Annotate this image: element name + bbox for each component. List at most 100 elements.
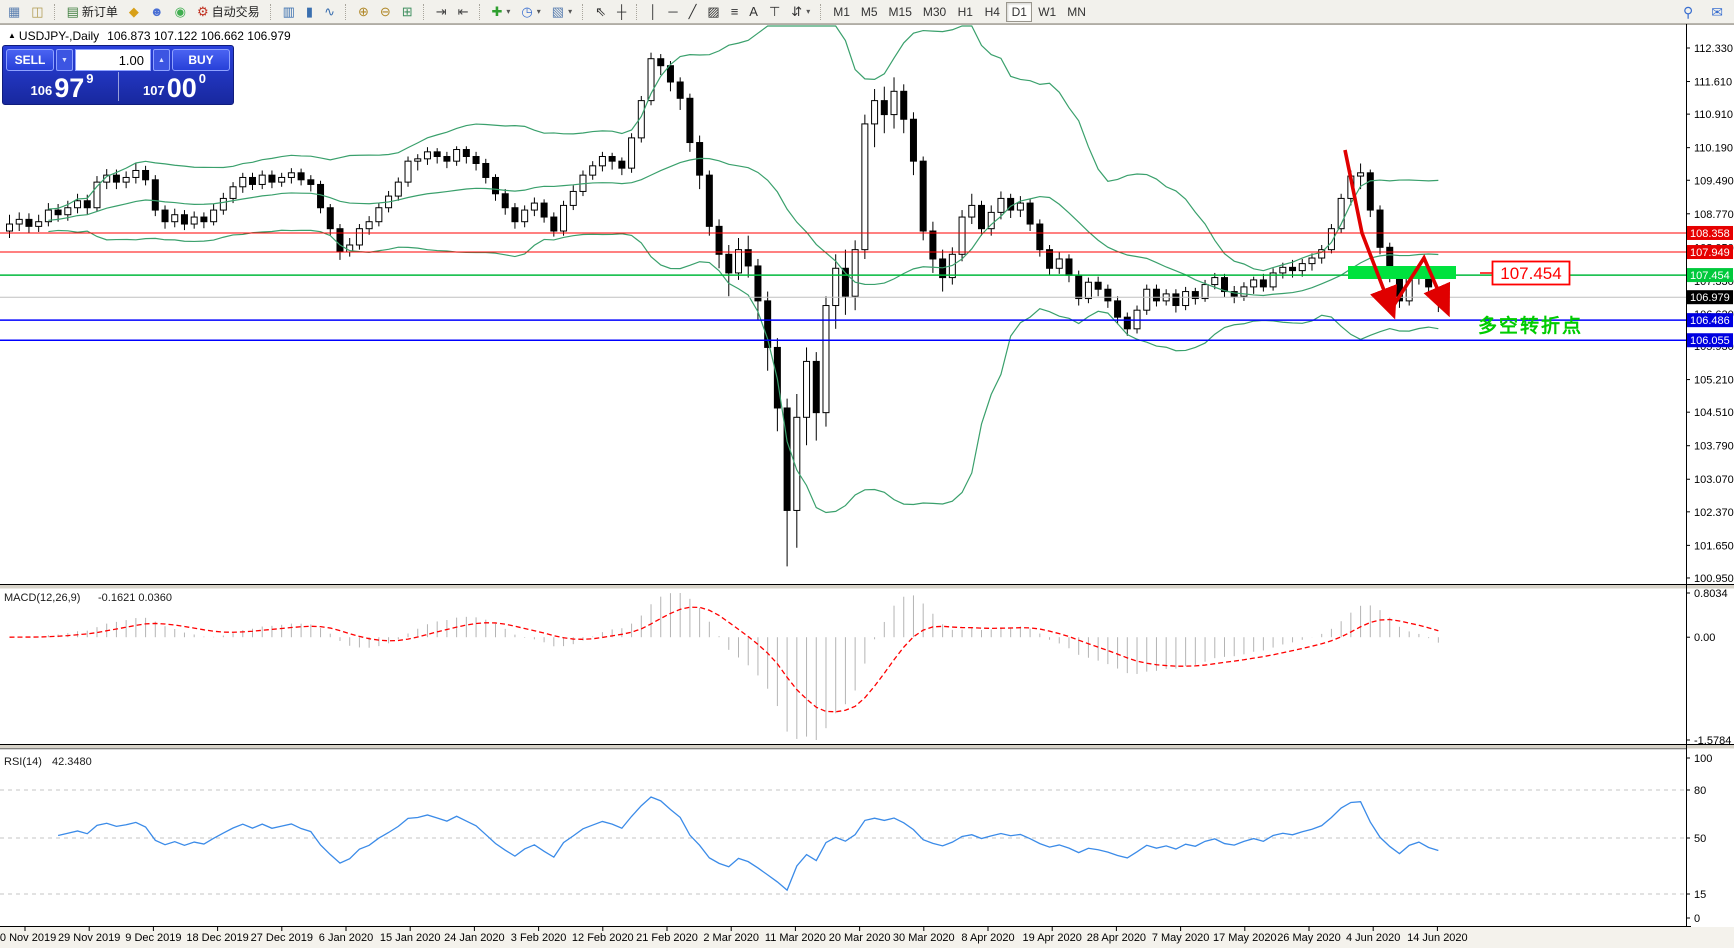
text-button[interactable]: A (744, 2, 763, 22)
buy-price[interactable]: 107 00 0 (118, 71, 230, 102)
vertical-line-icon: │ (649, 4, 658, 19)
new-chart-button[interactable]: ▦ (3, 2, 25, 22)
volume-input[interactable]: 1.00 (75, 49, 151, 71)
timeframe-m30-button[interactable]: M30 (918, 2, 951, 22)
svg-text:28 Apr 2020: 28 Apr 2020 (1087, 932, 1146, 944)
market-watch-button[interactable]: ◆ (124, 2, 144, 22)
chart-window: 112.330 111.610 110.910 110.190 109.490 108.7… (0, 24, 1734, 948)
axis-badge (1687, 225, 1733, 240)
indicators-button[interactable]: ✚ ▾ (487, 2, 516, 22)
svg-text:111.610: 111.610 (1694, 77, 1732, 89)
data-window-button[interactable]: ☻ (145, 2, 169, 22)
chart-symbol-period: USDJPY-,Daily (18, 29, 100, 43)
svg-text:0: 0 (1694, 913, 1700, 925)
market-watch-icon: ◆ (128, 4, 139, 19)
indicators-icon: ✚ (491, 4, 503, 19)
cursor-button[interactable]: ⇖ (590, 2, 611, 22)
toolbar-separator (422, 3, 426, 20)
svg-text:15: 15 (1694, 889, 1706, 901)
svg-text:-1.5784: -1.5784 (1694, 735, 1731, 747)
new-order-label: 新订单 (81, 5, 118, 19)
svg-text:101.650: 101.650 (1694, 540, 1734, 552)
candles-layer (6, 52, 1442, 567)
trendline-button[interactable]: ╱ (684, 2, 702, 22)
timeframe-m1-button[interactable]: M1 (828, 2, 855, 22)
svg-text:12 Feb 2020: 12 Feb 2020 (572, 932, 634, 944)
text-icon: A (749, 4, 758, 19)
text-label-button[interactable]: ⊤ (764, 2, 785, 22)
level-label-box[interactable] (1491, 260, 1571, 286)
red-arrow-annotation[interactable] (1343, 149, 1397, 320)
periods-button[interactable]: ◷ ▾ (516, 2, 545, 22)
red-arrow-annotation[interactable] (1390, 254, 1451, 318)
candlestick-chart-button[interactable]: ▮ (301, 2, 318, 22)
timeframe-w1-button[interactable]: W1 (1033, 2, 1061, 22)
zoom-in-button[interactable]: ⊕ (353, 2, 374, 22)
tile-windows-button[interactable]: ⊞ (397, 2, 418, 22)
new-order-button[interactable]: ▤ 新订单 (62, 2, 123, 22)
templates-button[interactable]: ▧ ▾ (547, 2, 577, 22)
axis-badge (1687, 333, 1733, 348)
svg-text:19 Apr 2020: 19 Apr 2020 (1023, 932, 1082, 944)
macd-panel: 0.8034 0.00 -1.5784 (9, 588, 1731, 747)
horizontal-line-button[interactable]: ─ (663, 2, 682, 22)
crosshair-button[interactable]: ┼ (612, 2, 631, 22)
timeframe-h4-button[interactable]: H4 (979, 2, 1005, 22)
arrows-button[interactable]: ⇵ ▾ (786, 2, 815, 22)
toolbar-separator (53, 3, 57, 20)
panel-chrome (0, 24, 1734, 948)
one-click-trading-panel: SELL ▼ 1.00 ▲ BUY 106 97 9 107 00 0 (2, 45, 234, 105)
signals-button[interactable]: ◉ (170, 2, 191, 22)
chevron-down-icon: ▾ (506, 7, 511, 16)
chart-profiles-icon: ◫ (31, 4, 44, 19)
bar-chart-button[interactable]: ▥ (278, 2, 300, 22)
vertical-line-button[interactable]: │ (644, 2, 662, 22)
sell-button[interactable]: SELL (6, 49, 54, 71)
fibonacci-icon: ≡ (730, 4, 739, 19)
chart-profiles-button[interactable]: ◫ (26, 2, 48, 22)
buy-price-head: 107 (143, 83, 165, 98)
auto-trading-button[interactable]: ⚙ 自动交易 (192, 2, 265, 22)
svg-text:107.454: 107.454 (1690, 270, 1730, 282)
green-zone-rect[interactable] (1348, 266, 1456, 279)
svg-text:6 Jan 2020: 6 Jan 2020 (319, 932, 373, 944)
price-chart[interactable]: 112.330 111.610 110.910 110.190 109.490 108.7… (0, 24, 1734, 948)
search-button[interactable]: ⚲ (1678, 2, 1698, 22)
auto-scroll-button[interactable]: ⇥ (431, 2, 452, 22)
sell-price[interactable]: 106 97 9 (6, 72, 118, 104)
svg-text:106.979: 106.979 (1690, 292, 1730, 304)
chevron-down-icon: ▾ (536, 7, 541, 16)
toolbar-separator (269, 3, 273, 20)
chat-button[interactable]: ✉ (1706, 2, 1728, 22)
svg-text:0.8034: 0.8034 (1694, 588, 1728, 600)
price-axis[interactable]: 112.330 111.610 110.910 110.190 109.490 108.7… (1686, 24, 1734, 926)
timeframe-h1-button[interactable]: H1 (952, 2, 978, 22)
buy-button[interactable]: BUY (172, 49, 230, 71)
chevron-down-icon: ▾ (806, 7, 811, 16)
rsi-line (57, 796, 1439, 892)
timeframe-d1-button[interactable]: D1 (1006, 1, 1033, 22)
fibonacci-button[interactable]: ≡ (726, 2, 744, 22)
date-axis[interactable]: 20 Nov 2019 29 Nov 2019 9 Dec 2019 18 Dec 2… (0, 926, 1468, 944)
svg-text:109.490: 109.490 (1694, 175, 1734, 187)
volume-increase-button[interactable]: ▲ (153, 49, 170, 71)
volume-decrease-button[interactable]: ▼ (56, 49, 73, 71)
axis-badge (1687, 268, 1733, 283)
timeframe-m15-button[interactable]: M15 (884, 2, 917, 22)
zoom-out-button[interactable]: ⊖ (375, 2, 396, 22)
sell-price-big: 97 (54, 73, 85, 104)
timeframe-m5-button[interactable]: M5 (856, 2, 883, 22)
line-chart-button[interactable]: ∿ (319, 2, 340, 22)
buy-price-pip: 0 (198, 71, 206, 86)
svg-text:18 Dec 2019: 18 Dec 2019 (186, 932, 248, 944)
timeframe-mn-button[interactable]: MN (1062, 2, 1091, 22)
macd-values: -0.1621 0.0360 (98, 592, 172, 604)
chart-ohlc: 106.873 107.122 106.662 106.979 (107, 29, 291, 43)
svg-text:11 Mar 2020: 11 Mar 2020 (765, 932, 826, 944)
candlestick-chart-icon: ▮ (305, 4, 314, 19)
chart-shift-button[interactable]: ⇤ (453, 2, 474, 22)
svg-text:100.950: 100.950 (1694, 573, 1734, 585)
trade-panel-controls: SELL ▼ 1.00 ▲ BUY (6, 49, 230, 71)
svg-text:26 May 2020: 26 May 2020 (1277, 932, 1341, 944)
equidistant-channel-button[interactable]: ▨ (702, 2, 724, 22)
